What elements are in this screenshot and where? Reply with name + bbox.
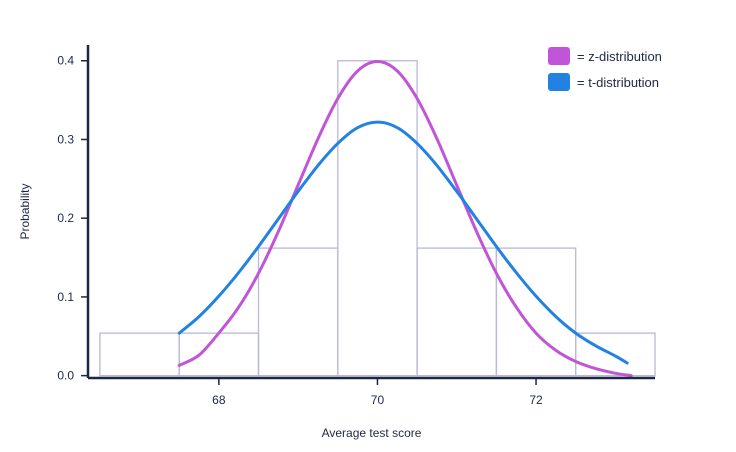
- histogram-bar-2: [257, 247, 339, 377]
- x-tick-label: 70: [371, 393, 385, 407]
- series-line-0: [177, 60, 633, 378]
- distribution-curves: [177, 60, 633, 378]
- histogram-bar-4: [416, 247, 498, 377]
- histogram-bar-0: [99, 332, 180, 377]
- histogram-bar-6: [575, 332, 656, 377]
- histogram-bar-3: [337, 60, 418, 377]
- histogram-bar-1: [178, 332, 260, 377]
- y-tick-label: 0.4: [57, 54, 74, 68]
- histogram-bar-5: [495, 247, 577, 377]
- legend-swatch: [548, 47, 570, 65]
- y-tick-label: 0.1: [57, 290, 74, 304]
- y-tick-label: 0.2: [57, 211, 74, 225]
- legend: = z-distribution = t-distribution: [548, 47, 662, 91]
- y-axis-ticks: 0.0 0.1 0.2 0.3 0.4: [57, 54, 88, 383]
- legend-label: = z-distribution: [577, 49, 662, 64]
- legend-swatch: [548, 73, 570, 91]
- x-axis-title: Average test score: [322, 426, 422, 440]
- x-tick-label: 68: [212, 393, 226, 407]
- y-axis-title: Probability: [18, 183, 32, 239]
- series-line-1: [177, 120, 629, 365]
- y-tick-label: 0.0: [57, 369, 74, 383]
- y-tick-label: 0.3: [57, 132, 74, 146]
- legend-label: = t-distribution: [577, 75, 659, 90]
- x-axis-ticks: 68 70 72: [212, 378, 543, 407]
- x-tick-label: 72: [529, 393, 543, 407]
